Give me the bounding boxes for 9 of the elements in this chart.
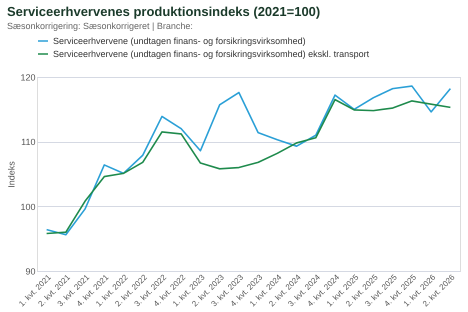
chart-title: Serviceerhvervenes produktionsindeks (2021=100) [6, 4, 320, 19]
y-tick-label: 120 [20, 72, 36, 82]
legend-label: Serviceerhvervene (undtagen finans- og forsikringsvirksomhed) [53, 36, 306, 46]
chart-subtitle: Sæsonkorrigering: Sæsonkorrigeret | Branche: [6, 21, 193, 31]
y-tick-label: 110 [21, 137, 36, 148]
y-tick-label: 100 [20, 202, 36, 212]
legend-label: Serviceerhvervene (undtagen finans- og forsikringsvirksomhed) ekskl. transport [53, 49, 370, 59]
y-tick-label: 90 [25, 266, 36, 276]
y-axis-title: Indeks [6, 160, 16, 188]
